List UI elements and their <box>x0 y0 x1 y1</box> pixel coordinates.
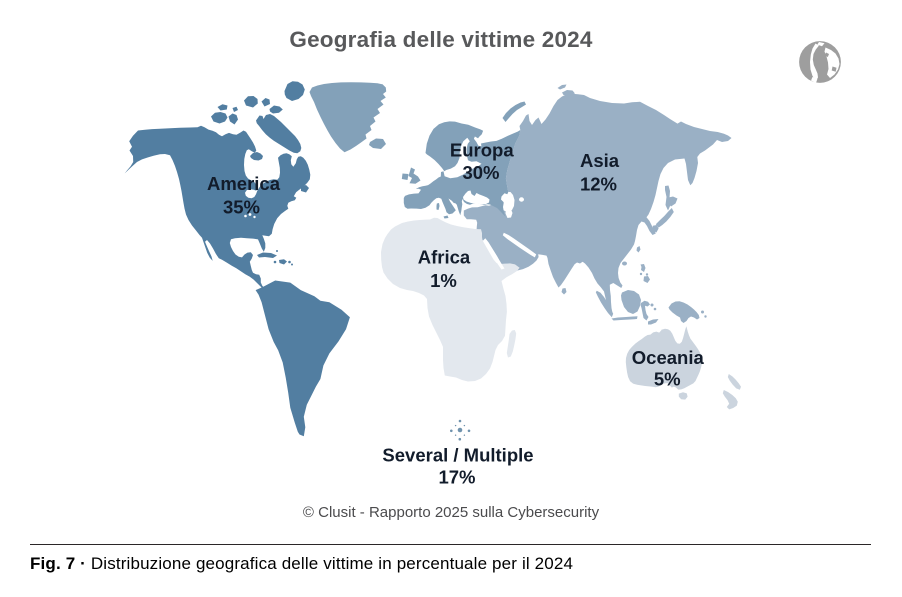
svg-text:Several / Multiple: Several / Multiple <box>382 445 533 466</box>
svg-text:Oceania: Oceania <box>632 347 705 368</box>
svg-text:35%: 35% <box>223 197 260 218</box>
svg-text:Africa: Africa <box>418 247 471 268</box>
svg-text:5%: 5% <box>654 369 681 390</box>
svg-text:Asia: Asia <box>580 150 620 171</box>
svg-text:12%: 12% <box>580 174 617 195</box>
svg-text:America: America <box>207 173 281 194</box>
svg-text:30%: 30% <box>462 162 499 183</box>
svg-text:1%: 1% <box>430 270 457 291</box>
svg-text:Europa: Europa <box>450 140 514 161</box>
svg-text:17%: 17% <box>438 467 475 488</box>
